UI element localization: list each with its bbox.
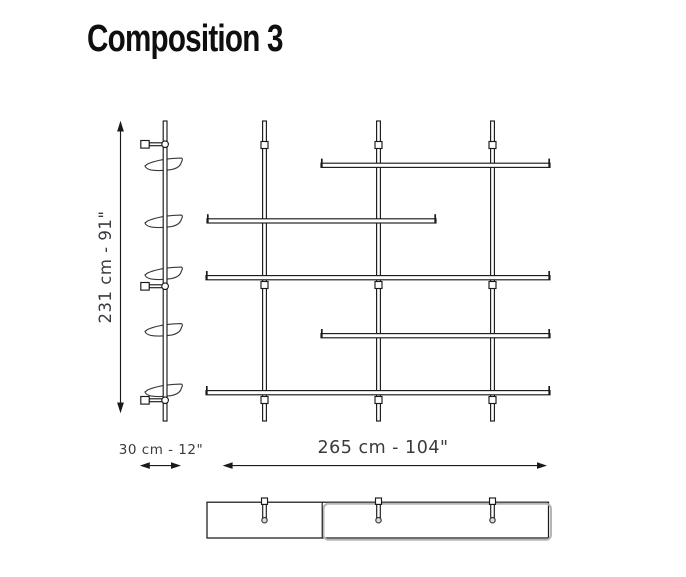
shelf-profile-icon xyxy=(144,157,183,398)
front-elevation-view xyxy=(205,120,551,422)
depth-dimension-label: 30 cm - 12" xyxy=(118,442,204,458)
front-posts xyxy=(262,120,495,422)
plan-view xyxy=(206,497,552,541)
depth-dimension-arrow xyxy=(139,462,181,469)
side-post xyxy=(162,120,168,422)
height-dimension-label: 231 cm - 91" xyxy=(96,210,115,324)
plan-post-marker-icon xyxy=(260,497,497,524)
post-connector-icon xyxy=(260,140,497,405)
wall-bracket-icon xyxy=(140,139,169,405)
width-dimension-arrow xyxy=(222,462,547,469)
side-elevation-view xyxy=(140,120,183,422)
width-dimension-label: 265 cm - 104" xyxy=(317,438,449,458)
page-title: Composition 3 xyxy=(87,18,283,60)
plan-shadow xyxy=(322,502,552,541)
height-dimension-arrow xyxy=(117,120,124,414)
shelves xyxy=(205,158,551,396)
